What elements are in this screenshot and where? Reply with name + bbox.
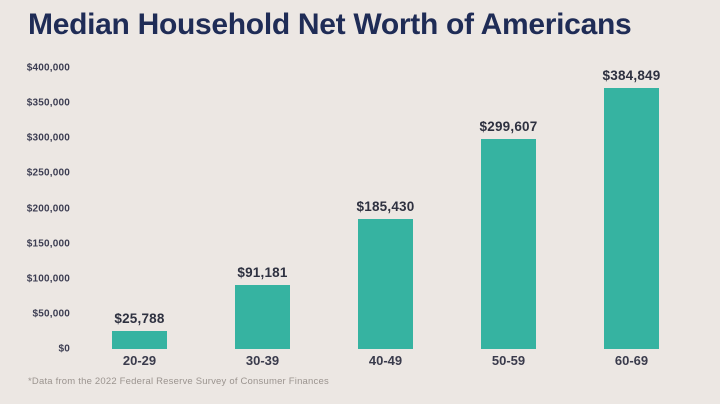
x-axis-label: 20-29	[122, 353, 157, 368]
bar-group: $185,430	[324, 68, 447, 349]
y-axis-label: $50,000	[32, 308, 70, 320]
bar-value-label: $185,430	[356, 198, 415, 214]
bar	[112, 330, 167, 349]
y-axis-label: $250,000	[26, 167, 70, 179]
bar-group: $299,607	[447, 68, 570, 349]
y-axis-label: $200,000	[26, 203, 70, 214]
x-axis-label: 40-49	[368, 353, 403, 368]
bar	[235, 284, 290, 349]
bar	[481, 138, 536, 349]
bar-group: $25,788	[78, 68, 201, 349]
plot-area: $25,788 $91,181 $185,430 $299,607 $384,849	[78, 68, 693, 349]
y-axis-label: $300,000	[26, 132, 70, 144]
bar-value-label: $384,849	[602, 68, 661, 83]
y-axis-label: $100,000	[26, 273, 70, 285]
x-axis-label: 50-59	[491, 353, 526, 368]
footnote: *Data from the 2022 Federal Reserve Surv…	[28, 376, 329, 387]
chart-title: Median Household Net Worth of Americans	[28, 8, 632, 41]
bar-value-label: $25,788	[114, 310, 165, 326]
x-axis-label: 60-69	[614, 353, 649, 368]
bar-group: $91,181	[201, 68, 324, 349]
x-axis-label: 30-39	[245, 353, 280, 368]
bar	[358, 218, 413, 349]
x-axis: 20-29 30-39 40-49 50-59 60-69	[78, 353, 693, 368]
bar	[604, 88, 659, 349]
y-axis-label: $350,000	[26, 97, 70, 109]
y-axis-label: $0	[58, 343, 70, 355]
bar-group: $384,849	[570, 68, 693, 349]
y-axis: $400,000 $350,000 $300,000 $250,000 $200,000…	[0, 63, 70, 355]
bar-value-label: $91,181	[237, 264, 288, 280]
y-axis-label: $400,000	[26, 62, 70, 74]
y-axis-label: $150,000	[26, 238, 70, 250]
bar-value-label: $299,607	[479, 118, 538, 134]
